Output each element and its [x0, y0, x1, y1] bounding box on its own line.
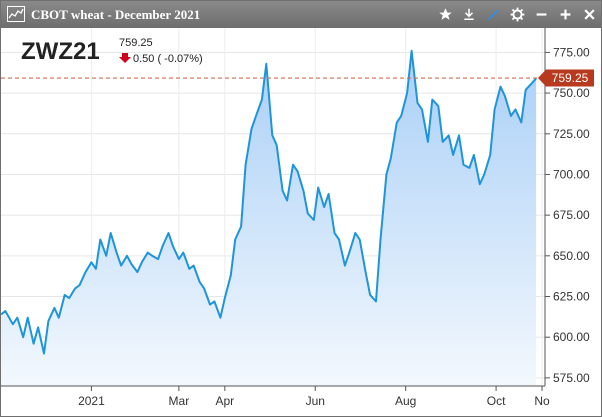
x-tick-label: Jun — [306, 394, 325, 408]
y-tick-label: 575.00 — [553, 371, 590, 385]
download-icon[interactable] — [460, 5, 478, 23]
y-tick-label: 700.00 — [553, 167, 590, 181]
y-tick-label: 750.00 — [553, 86, 590, 100]
window-title: CBOT wheat - December 2021 — [31, 7, 201, 22]
price-change-label: 0.50 ( -0.07%) — [133, 53, 203, 65]
star-icon[interactable] — [436, 5, 454, 23]
y-tick-label: 675.00 — [553, 208, 590, 222]
symbol-label: ZWZ21 — [21, 38, 100, 65]
x-tick-label: 2021 — [78, 394, 105, 408]
y-tick-label: 775.00 — [553, 45, 590, 59]
x-tick-label: Apr — [215, 394, 234, 408]
y-tick-label: 725.00 — [553, 127, 590, 141]
last-price-badge-shape — [538, 69, 594, 87]
quote-header: ZWZ21 759.25 0.50 ( -0.07%) — [21, 37, 203, 65]
y-tick-label: 625.00 — [553, 290, 590, 304]
x-tick-label: Aug — [395, 394, 416, 408]
y-tick-label: 650.00 — [553, 249, 590, 263]
price-chart: 575.00 600.00 625.00 650.00 675.00 700.00 725.… — [1, 28, 594, 408]
x-tick-label: Mar — [169, 394, 190, 408]
maximize-icon[interactable] — [556, 5, 574, 23]
x-tick-label: No — [534, 394, 550, 408]
price-line — [1, 49, 537, 355]
y-tick-label: 600.00 — [553, 330, 590, 344]
gear-icon[interactable] — [508, 5, 526, 23]
minimize-icon[interactable] — [532, 5, 550, 23]
arrow-down-icon — [119, 53, 131, 63]
pen-icon[interactable] — [484, 5, 502, 23]
x-tick-label: Oct — [487, 394, 506, 408]
last-price-badge: 759.25 — [538, 69, 594, 87]
title-bar: CBOT wheat - December 2021 — [1, 1, 601, 28]
chart-app-icon — [7, 6, 25, 22]
x-axis: 2021 Mar Apr Jun Aug Oct No — [1, 385, 550, 408]
last-price-label: 759.25 — [119, 37, 153, 49]
last-price-badge-label: 759.25 — [552, 71, 589, 85]
price-area-fill — [1, 50, 537, 387]
close-icon[interactable] — [580, 5, 598, 23]
y-axis: 575.00 600.00 625.00 650.00 675.00 700.00 725.… — [544, 28, 590, 386]
